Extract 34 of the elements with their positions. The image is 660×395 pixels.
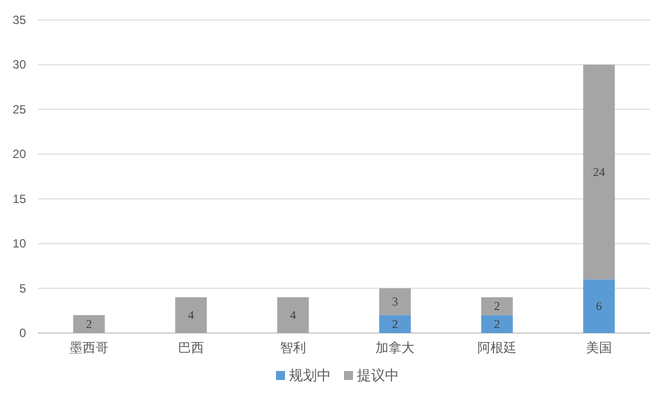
y-tick-label: 25 <box>12 102 26 116</box>
data-label: 6 <box>596 299 602 314</box>
y-tick-label: 0 <box>19 326 26 340</box>
bar <box>277 297 309 333</box>
data-label: 2 <box>86 317 92 332</box>
y-tick-label: 5 <box>19 281 26 296</box>
x-tick-label: 阿根廷 <box>478 340 516 355</box>
bar <box>379 288 411 316</box>
y-tick-label: 10 <box>12 236 26 251</box>
bar <box>73 315 105 333</box>
bar <box>583 279 615 333</box>
data-label: 2 <box>494 317 500 332</box>
y-tick-label: 20 <box>12 147 26 162</box>
data-label: 4 <box>188 308 194 322</box>
data-label: 2 <box>392 317 398 332</box>
x-tick-label: 加拿大 <box>376 340 414 355</box>
x-tick-label: 巴西 <box>178 340 204 355</box>
bar <box>481 315 513 333</box>
bar <box>379 315 411 333</box>
x-tick-label: 墨西哥 <box>70 340 108 355</box>
y-tick-label: 30 <box>12 58 26 72</box>
x-tick-label: 智利 <box>280 340 306 355</box>
legend-label: 提议中 <box>357 367 399 383</box>
data-label: 2 <box>494 299 500 314</box>
y-tick-label: 15 <box>12 192 26 206</box>
bar <box>175 297 207 333</box>
data-label: 4 <box>290 308 296 322</box>
legend-label: 规划中 <box>289 367 331 383</box>
x-tick-label: 美国 <box>586 340 612 355</box>
y-tick-label: 35 <box>12 13 26 27</box>
data-label: 24 <box>593 165 605 180</box>
data-label: 3 <box>392 294 398 309</box>
bar <box>481 297 513 316</box>
bar <box>583 64 615 280</box>
